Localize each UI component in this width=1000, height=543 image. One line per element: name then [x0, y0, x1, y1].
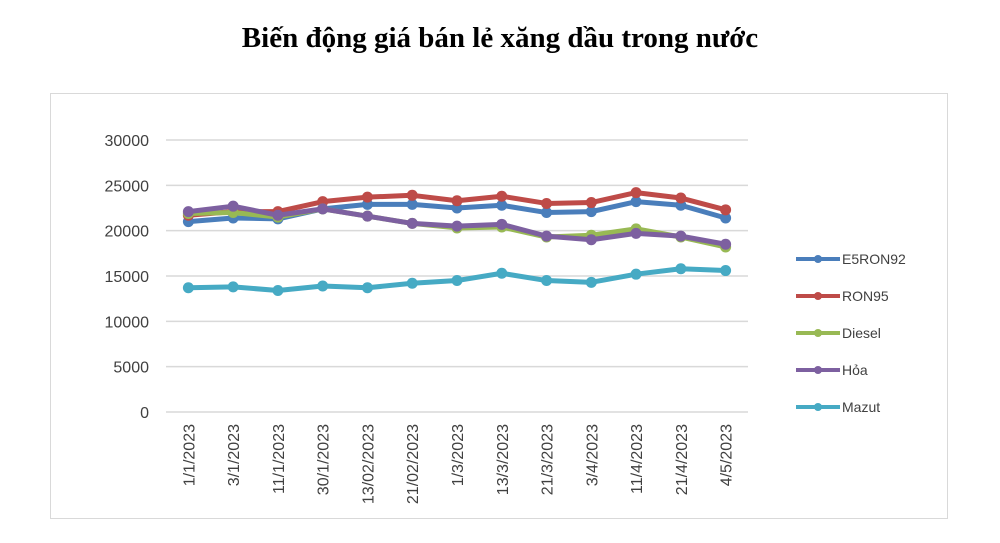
series-lines — [182, 187, 732, 297]
data-point — [585, 234, 597, 246]
data-point — [585, 197, 597, 209]
data-point — [272, 285, 284, 297]
y-tick-label: 10000 — [105, 314, 150, 331]
data-point — [720, 265, 732, 277]
x-tick-label: 4/5/2023 — [719, 424, 736, 486]
data-point — [496, 218, 508, 230]
data-point — [361, 191, 373, 203]
legend-label: E5RON92 — [842, 251, 906, 267]
data-point — [406, 277, 418, 289]
data-point — [720, 238, 732, 250]
data-point — [227, 281, 239, 293]
legend-item: E5RON92 — [796, 251, 906, 267]
y-tick-label: 20000 — [105, 224, 150, 241]
x-tick-label: 3/4/2023 — [584, 424, 601, 486]
data-point — [406, 217, 418, 229]
data-point — [182, 282, 194, 294]
x-tick-label: 1/3/2023 — [450, 424, 467, 486]
chart-title: Biến động giá bán lẻ xăng dầu trong nước — [241, 22, 759, 54]
legend-label: Hỏa — [842, 362, 868, 378]
data-point — [630, 227, 642, 239]
data-point — [720, 212, 732, 224]
legend-label: Diesel — [842, 325, 881, 341]
x-tick-label: 1/1/2023 — [181, 424, 198, 486]
chart-frame — [50, 93, 948, 519]
data-point — [541, 230, 553, 242]
x-tick-label: 30/1/2023 — [316, 424, 333, 495]
legend-item: Hỏa — [796, 362, 868, 378]
data-point — [406, 198, 418, 210]
y-tick-label: 30000 — [105, 133, 150, 150]
data-point — [630, 268, 642, 280]
data-point — [361, 282, 373, 294]
y-tick-label: 25000 — [105, 178, 150, 195]
x-tick-label: 21/02/2023 — [405, 424, 422, 504]
data-point — [317, 203, 329, 215]
x-axis: 1/1/2023 3/1/2023 11/1/2023 30/1/2023 13/02/… — [181, 424, 735, 504]
legend-label: Mazut — [842, 399, 880, 415]
x-tick-label: 21/3/2023 — [540, 424, 557, 495]
data-point — [182, 206, 194, 218]
y-axis: 0 5000 10000 15000 20000 25000 30000 — [105, 133, 150, 422]
data-point — [451, 195, 463, 207]
legend-item: Mazut — [796, 399, 880, 415]
data-point — [585, 276, 597, 288]
data-point — [272, 209, 284, 221]
x-tick-label: 21/4/2023 — [674, 424, 691, 495]
y-tick-label: 5000 — [113, 360, 149, 377]
legend: E5RON92 RON95 Diesel Hỏa Mazut — [796, 251, 906, 415]
data-point — [675, 192, 687, 204]
data-point — [675, 263, 687, 275]
data-point — [585, 206, 597, 218]
data-point — [541, 197, 553, 209]
x-tick-label: 3/1/2023 — [226, 424, 243, 486]
x-tick-label: 13/3/2023 — [495, 424, 512, 495]
y-tick-label: 15000 — [105, 269, 150, 286]
data-point — [496, 199, 508, 211]
series-hỏa — [182, 200, 732, 250]
data-point — [541, 207, 553, 219]
data-point — [451, 220, 463, 232]
data-point — [317, 280, 329, 292]
series-mazut — [182, 263, 732, 297]
data-point — [630, 196, 642, 208]
legend-item: RON95 — [796, 288, 889, 304]
x-tick-label: 11/1/2023 — [271, 424, 288, 494]
y-tick-label: 0 — [140, 405, 149, 422]
legend-label: RON95 — [842, 288, 889, 304]
x-tick-label: 11/4/2023 — [629, 424, 646, 494]
data-point — [630, 187, 642, 199]
x-tick-label: 13/02/2023 — [360, 424, 377, 504]
legend-item: Diesel — [796, 325, 881, 341]
data-point — [451, 275, 463, 287]
data-point — [496, 190, 508, 202]
data-point — [675, 230, 687, 242]
data-point — [541, 275, 553, 287]
data-point — [720, 204, 732, 216]
data-point — [406, 189, 418, 201]
data-point — [496, 267, 508, 279]
data-point — [227, 200, 239, 212]
data-point — [361, 210, 373, 222]
